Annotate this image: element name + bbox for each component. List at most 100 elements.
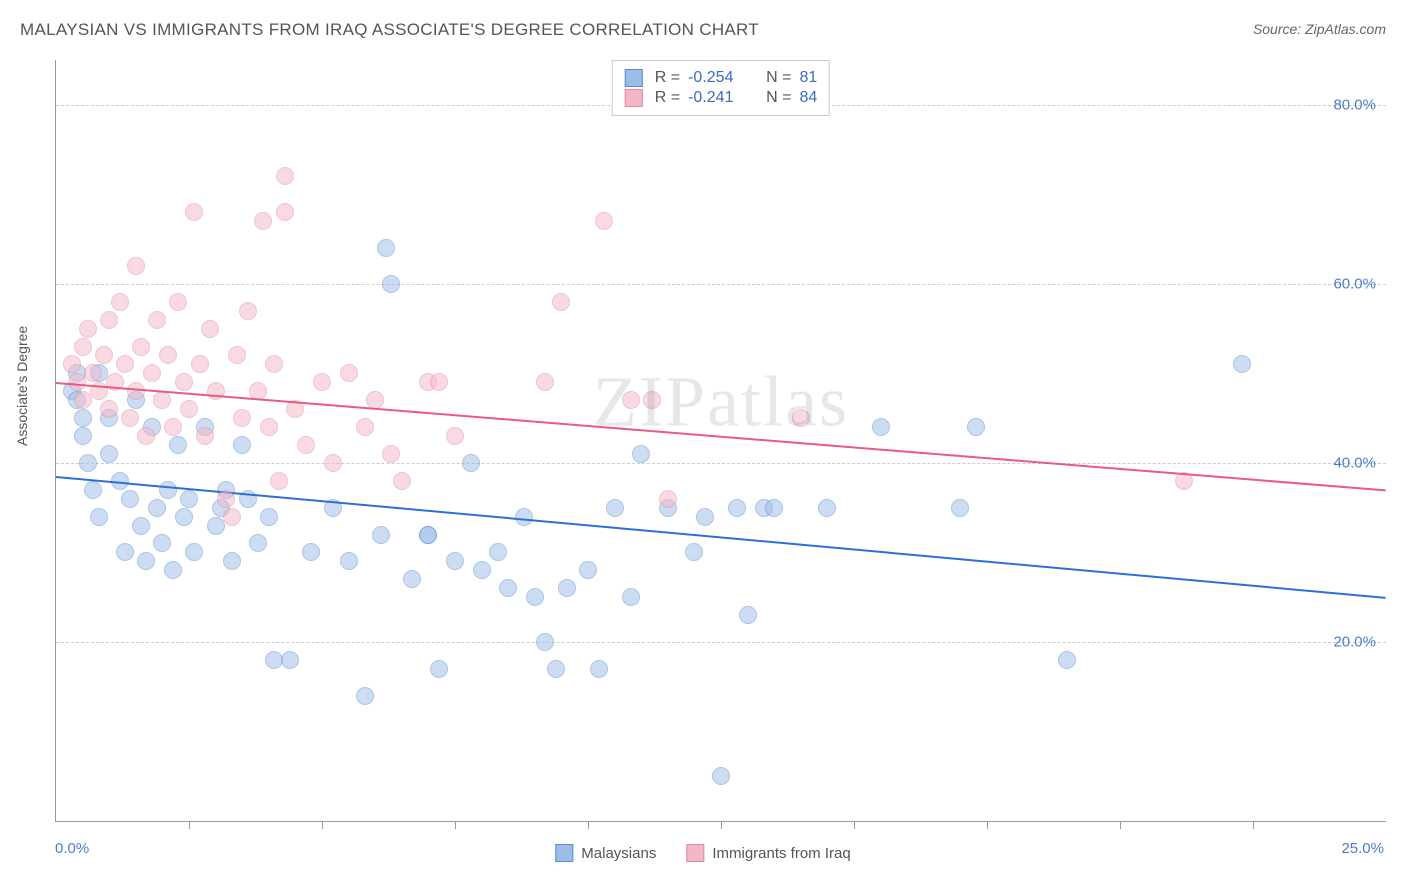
scatter-point (63, 355, 81, 373)
chart-plot-area: ZIPatlas R = -0.254 N = 81 R = -0.241 N … (55, 60, 1386, 822)
scatter-point (281, 651, 299, 669)
series-legend: Malaysians Immigrants from Iraq (555, 844, 850, 862)
scatter-point (148, 499, 166, 517)
scatter-point (473, 561, 491, 579)
scatter-point (185, 543, 203, 561)
scatter-point (79, 454, 97, 472)
scatter-point (137, 427, 155, 445)
scatter-point (372, 526, 390, 544)
n-value-malaysians: 81 (799, 69, 817, 87)
scatter-point (260, 418, 278, 436)
scatter-point (201, 320, 219, 338)
scatter-point (79, 320, 97, 338)
scatter-point (430, 660, 448, 678)
scatter-point (712, 767, 730, 785)
scatter-point (169, 436, 187, 454)
scatter-point (207, 517, 225, 535)
scatter-point (132, 517, 150, 535)
scatter-point (489, 543, 507, 561)
scatter-point (74, 391, 92, 409)
scatter-point (249, 534, 267, 552)
correlation-legend: R = -0.254 N = 81 R = -0.241 N = 84 (612, 60, 830, 116)
gridline (56, 463, 1386, 464)
x-tick (588, 821, 589, 829)
scatter-point (74, 409, 92, 427)
legend-swatch-iraq (625, 89, 643, 107)
scatter-point (164, 418, 182, 436)
scatter-point (207, 382, 225, 400)
scatter-point (579, 561, 597, 579)
scatter-point (302, 543, 320, 561)
scatter-point (153, 391, 171, 409)
source-label: Source: (1253, 21, 1305, 37)
y-tick-label: 40.0% (1333, 454, 1376, 471)
scatter-point (818, 499, 836, 517)
scatter-point (622, 588, 640, 606)
y-axis-label: Associate's Degree (14, 326, 30, 446)
scatter-point (393, 472, 411, 490)
source-attribution: Source: ZipAtlas.com (1253, 21, 1386, 39)
r-label: R = (655, 89, 680, 107)
chart-header: MALAYSIAN VS IMMIGRANTS FROM IRAQ ASSOCI… (20, 20, 1386, 40)
scatter-point (536, 373, 554, 391)
scatter-point (191, 355, 209, 373)
scatter-point (137, 552, 155, 570)
scatter-point (239, 302, 257, 320)
scatter-point (377, 239, 395, 257)
scatter-point (324, 454, 342, 472)
scatter-point (180, 400, 198, 418)
scatter-point (84, 481, 102, 499)
scatter-point (403, 570, 421, 588)
scatter-point (340, 364, 358, 382)
scatter-point (696, 508, 714, 526)
scatter-point (100, 445, 118, 463)
legend-label-iraq: Immigrants from Iraq (712, 845, 850, 862)
x-tick (455, 821, 456, 829)
scatter-point (659, 490, 677, 508)
x-tick (322, 821, 323, 829)
scatter-point (127, 382, 145, 400)
n-value-iraq: 84 (799, 89, 817, 107)
scatter-point (276, 203, 294, 221)
x-tick (987, 821, 988, 829)
scatter-point (153, 534, 171, 552)
scatter-point (430, 373, 448, 391)
scatter-point (270, 472, 288, 490)
source-name: ZipAtlas.com (1305, 21, 1386, 37)
scatter-point (185, 203, 203, 221)
scatter-point (196, 427, 214, 445)
scatter-point (515, 508, 533, 526)
scatter-point (313, 373, 331, 391)
scatter-point (276, 167, 294, 185)
scatter-point (297, 436, 315, 454)
scatter-point (143, 364, 161, 382)
scatter-point (419, 526, 437, 544)
scatter-point (111, 293, 129, 311)
legend-row-malaysians: R = -0.254 N = 81 (625, 69, 817, 87)
scatter-point (116, 543, 134, 561)
scatter-point (100, 400, 118, 418)
legend-item-iraq: Immigrants from Iraq (686, 844, 850, 862)
scatter-point (356, 418, 374, 436)
scatter-point (552, 293, 570, 311)
scatter-point (536, 633, 554, 651)
n-label: N = (766, 89, 791, 107)
legend-row-iraq: R = -0.241 N = 84 (625, 89, 817, 107)
x-tick (1253, 821, 1254, 829)
x-axis-min-label: 0.0% (55, 840, 89, 857)
scatter-point (116, 355, 134, 373)
gridline (56, 642, 1386, 643)
scatter-point (558, 579, 576, 597)
x-tick (721, 821, 722, 829)
scatter-point (382, 275, 400, 293)
scatter-point (685, 543, 703, 561)
scatter-point (233, 436, 251, 454)
scatter-point (159, 481, 177, 499)
scatter-point (90, 508, 108, 526)
scatter-point (595, 212, 613, 230)
legend-swatch-icon (555, 844, 573, 862)
scatter-point (872, 418, 890, 436)
scatter-point (223, 508, 241, 526)
x-tick (854, 821, 855, 829)
scatter-point (622, 391, 640, 409)
